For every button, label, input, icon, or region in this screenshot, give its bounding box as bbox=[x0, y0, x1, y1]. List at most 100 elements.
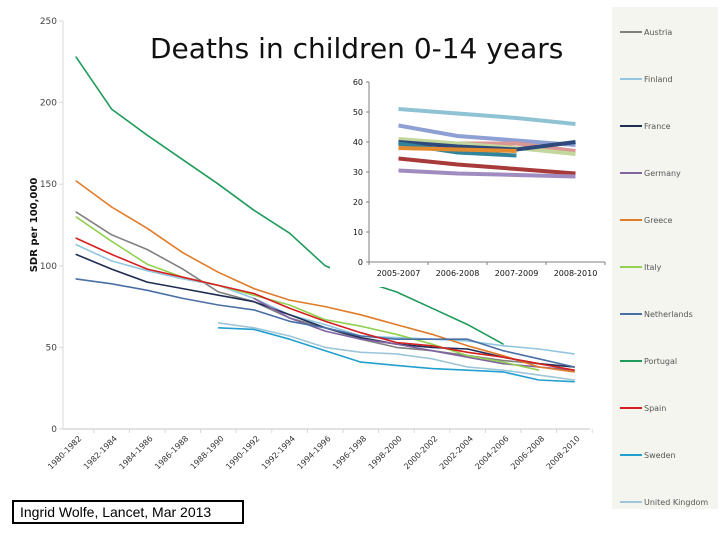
data-point-italy bbox=[431, 343, 433, 345]
y-axis-label: SDR per 100,000 bbox=[29, 178, 40, 273]
data-point-greece bbox=[573, 371, 576, 373]
inset-line-series-light-blue bbox=[398, 107, 576, 126]
inset-axes: 0 10 20 30 40 50 60 2005-2007 2006-2008 2007-2009… bbox=[353, 78, 606, 278]
data-point-austria bbox=[75, 211, 77, 213]
data-point-netherlands bbox=[289, 320, 291, 322]
data-point-greece bbox=[182, 252, 184, 254]
inset-line-series-orange bbox=[398, 146, 517, 153]
data-point-france bbox=[217, 294, 219, 296]
data-point-sweden bbox=[253, 328, 255, 330]
legend-item-portugal: Portugal bbox=[620, 355, 677, 367]
data-point-portugal bbox=[111, 108, 113, 110]
data-point-netherlands bbox=[538, 358, 540, 360]
x-tick-label: 2006-2008 bbox=[509, 434, 546, 471]
series-line-germany bbox=[253, 297, 575, 371]
inset-background bbox=[330, 72, 610, 287]
inset-y-tick-label: 10 bbox=[353, 228, 363, 237]
data-point-sweden bbox=[395, 364, 397, 366]
data-point-finland bbox=[182, 278, 184, 280]
data-point-spain bbox=[431, 345, 433, 347]
x-tick-label: 1980-1982 bbox=[46, 434, 83, 471]
series-line-netherlands bbox=[75, 278, 575, 368]
data-point-greece bbox=[467, 345, 469, 347]
data-point-finland bbox=[467, 340, 469, 342]
legend-label: Greece bbox=[644, 215, 673, 225]
data-point-austria bbox=[182, 268, 184, 270]
data-point-finland bbox=[573, 353, 576, 355]
x-tick-label: 2008-2010 bbox=[545, 434, 582, 471]
data-point-united-kingdom bbox=[360, 351, 362, 353]
data-point-germany bbox=[502, 363, 504, 365]
data-point-united-kingdom bbox=[217, 322, 219, 324]
inset-y-tick-label: 0 bbox=[358, 258, 363, 267]
data-point-spain bbox=[253, 292, 255, 295]
data-point-germany bbox=[289, 317, 291, 319]
data-point-greece bbox=[217, 271, 219, 273]
legend-label: Italy bbox=[644, 262, 662, 272]
x-tick-label: 1994-1996 bbox=[295, 434, 332, 471]
data-point-portugal bbox=[182, 159, 184, 161]
main-series-lines bbox=[75, 56, 576, 383]
legend-swatch bbox=[620, 407, 642, 409]
data-point-greece bbox=[289, 299, 291, 301]
inset-line-series-dark-red bbox=[398, 156, 576, 176]
data-point-netherlands bbox=[502, 350, 504, 352]
legend-item-sweden: Sweden bbox=[620, 449, 676, 461]
series-line-united-kingdom bbox=[218, 322, 575, 381]
data-point-united-kingdom bbox=[431, 358, 433, 360]
data-point-netherlands bbox=[146, 289, 148, 291]
data-point-sweden bbox=[538, 379, 540, 381]
data-point-greece bbox=[324, 306, 326, 308]
x-tick-label: 1986-1988 bbox=[153, 434, 190, 471]
legend-item-greece: Greece bbox=[620, 214, 672, 226]
data-point-spain bbox=[324, 320, 326, 322]
series-line-italy bbox=[75, 216, 539, 371]
data-point-united-kingdom bbox=[538, 374, 540, 376]
data-point-portugal bbox=[431, 307, 433, 309]
data-point-portugal bbox=[217, 183, 219, 185]
legend-item-finland: Finland bbox=[620, 73, 673, 85]
chart-title: Deaths in children 0-14 years bbox=[150, 32, 563, 65]
inset-line-series-lavender bbox=[398, 168, 576, 179]
data-point-spain bbox=[538, 363, 540, 365]
data-point-greece bbox=[111, 206, 113, 208]
data-point-netherlands bbox=[573, 366, 576, 368]
legend-swatch bbox=[620, 360, 642, 362]
data-point-united-kingdom bbox=[289, 335, 291, 337]
data-point-italy bbox=[253, 294, 255, 296]
legend-swatch bbox=[620, 78, 642, 80]
data-point-france bbox=[467, 348, 469, 350]
data-point-sweden bbox=[324, 350, 326, 352]
legend-label: United Kingdom bbox=[644, 497, 709, 507]
data-point-greece bbox=[538, 366, 540, 368]
x-tick-label: 2004-2006 bbox=[473, 434, 510, 471]
data-point-spain bbox=[217, 284, 219, 286]
data-point-france bbox=[360, 337, 362, 339]
inset-chart: 0 10 20 30 40 50 60 2005-2007 2006-2008 2007-2009… bbox=[330, 72, 610, 287]
legend-item-spain: Spain bbox=[620, 402, 666, 414]
data-point-italy bbox=[502, 361, 504, 363]
legend-swatch bbox=[620, 31, 642, 33]
legend-swatch bbox=[620, 266, 642, 268]
data-point-france bbox=[111, 268, 113, 270]
legend-label: Portugal bbox=[644, 356, 678, 366]
legend-label: France bbox=[644, 121, 671, 131]
data-point-united-kingdom bbox=[253, 327, 255, 329]
data-point-italy bbox=[289, 304, 291, 306]
data-point-germany bbox=[467, 356, 469, 358]
data-point-austria bbox=[217, 291, 219, 293]
legend-swatch bbox=[620, 125, 642, 127]
data-point-germany bbox=[395, 343, 397, 345]
legend-item-italy: Italy bbox=[620, 261, 661, 273]
data-point-austria bbox=[111, 234, 113, 236]
legend-label: Austria bbox=[644, 27, 673, 37]
data-point-spain bbox=[146, 268, 148, 270]
data-point-finland bbox=[146, 270, 148, 272]
data-point-france bbox=[146, 281, 148, 283]
data-point-portugal bbox=[289, 232, 291, 234]
data-point-sweden bbox=[217, 327, 219, 329]
data-point-italy bbox=[360, 325, 362, 327]
inset-line-series-navy bbox=[398, 140, 576, 152]
data-point-united-kingdom bbox=[502, 369, 504, 371]
